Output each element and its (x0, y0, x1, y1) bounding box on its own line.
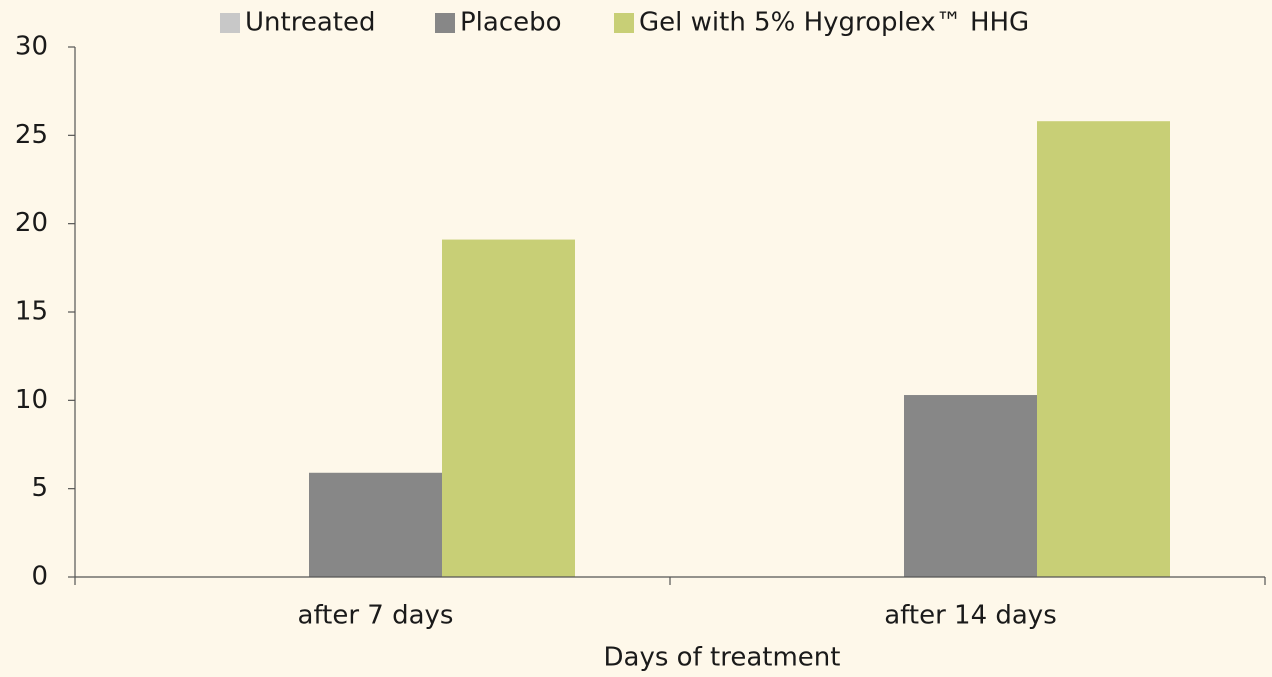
x-tick-label: after 7 days (298, 601, 454, 631)
bar (309, 472, 442, 577)
legend-marker (435, 13, 455, 33)
x-tick-label: after 14 days (884, 601, 1057, 631)
y-tick-label: 10 (15, 385, 48, 415)
y-tick-label: 5 (31, 473, 48, 503)
x-axis-title: Days of treatment (604, 643, 841, 673)
y-tick-label: 15 (15, 297, 48, 327)
y-tick-label: 20 (15, 208, 48, 238)
y-tick-label: 30 (15, 32, 48, 62)
legend-marker (614, 13, 634, 33)
y-tick-label: 0 (31, 562, 48, 592)
bar (904, 395, 1037, 577)
bar (442, 239, 575, 578)
legend-marker (220, 13, 240, 33)
bar (1037, 121, 1170, 577)
legend-label: Placebo (460, 8, 562, 38)
y-tick-label: 25 (15, 120, 48, 150)
legend-label: Gel with 5% Hygroplex™ HHG (639, 8, 1029, 38)
legend-label: Untreated (245, 8, 375, 38)
